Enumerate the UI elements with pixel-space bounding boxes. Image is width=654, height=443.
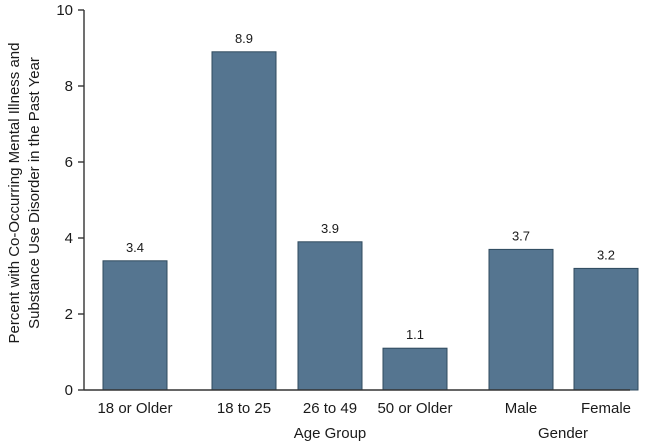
y-tick-label: 0 [65, 382, 73, 399]
data-label: 3.4 [126, 240, 144, 255]
y-axis-ticks: 0 2 4 6 8 10 [56, 2, 84, 399]
y-tick-label: 8 [65, 78, 73, 95]
y-tick-label: 2 [65, 306, 73, 323]
group-label: Gender [538, 425, 588, 442]
category-label: 18 to 25 [217, 400, 271, 417]
data-label: 3.7 [512, 228, 530, 243]
y-tick-label: 4 [65, 230, 73, 247]
bar [297, 241, 363, 391]
group-labels: Age Group Gender [294, 425, 588, 442]
data-label: 3.9 [321, 221, 339, 236]
bar [102, 260, 168, 391]
data-label: 1.1 [406, 327, 424, 342]
category-label: 26 to 49 [303, 400, 357, 417]
category-label: Female [581, 400, 631, 417]
data-label: 8.9 [235, 31, 253, 46]
bar [382, 347, 448, 391]
y-axis-title-line1: Percent with Co-Occurring Mental Illness… [6, 43, 23, 344]
group-label: Age Group [294, 425, 367, 442]
data-label: 3.2 [597, 247, 615, 262]
y-axis-title-line2: Substance Use Disorder in the Past Year [26, 57, 43, 329]
category-labels: 18 or Older 18 to 25 26 to 49 50 or Older Ma… [97, 400, 631, 417]
category-label: Male [505, 400, 538, 417]
y-tick-label: 6 [65, 154, 73, 171]
category-label: 50 or Older [377, 400, 452, 417]
y-tick-label: 10 [56, 2, 73, 19]
bar [573, 267, 639, 391]
data-labels: 3.4 8.9 3.9 1.1 3.7 3.2 [126, 31, 615, 342]
bars [102, 51, 639, 391]
category-label: 18 or Older [97, 400, 172, 417]
bar [211, 51, 277, 391]
bar [488, 248, 554, 391]
